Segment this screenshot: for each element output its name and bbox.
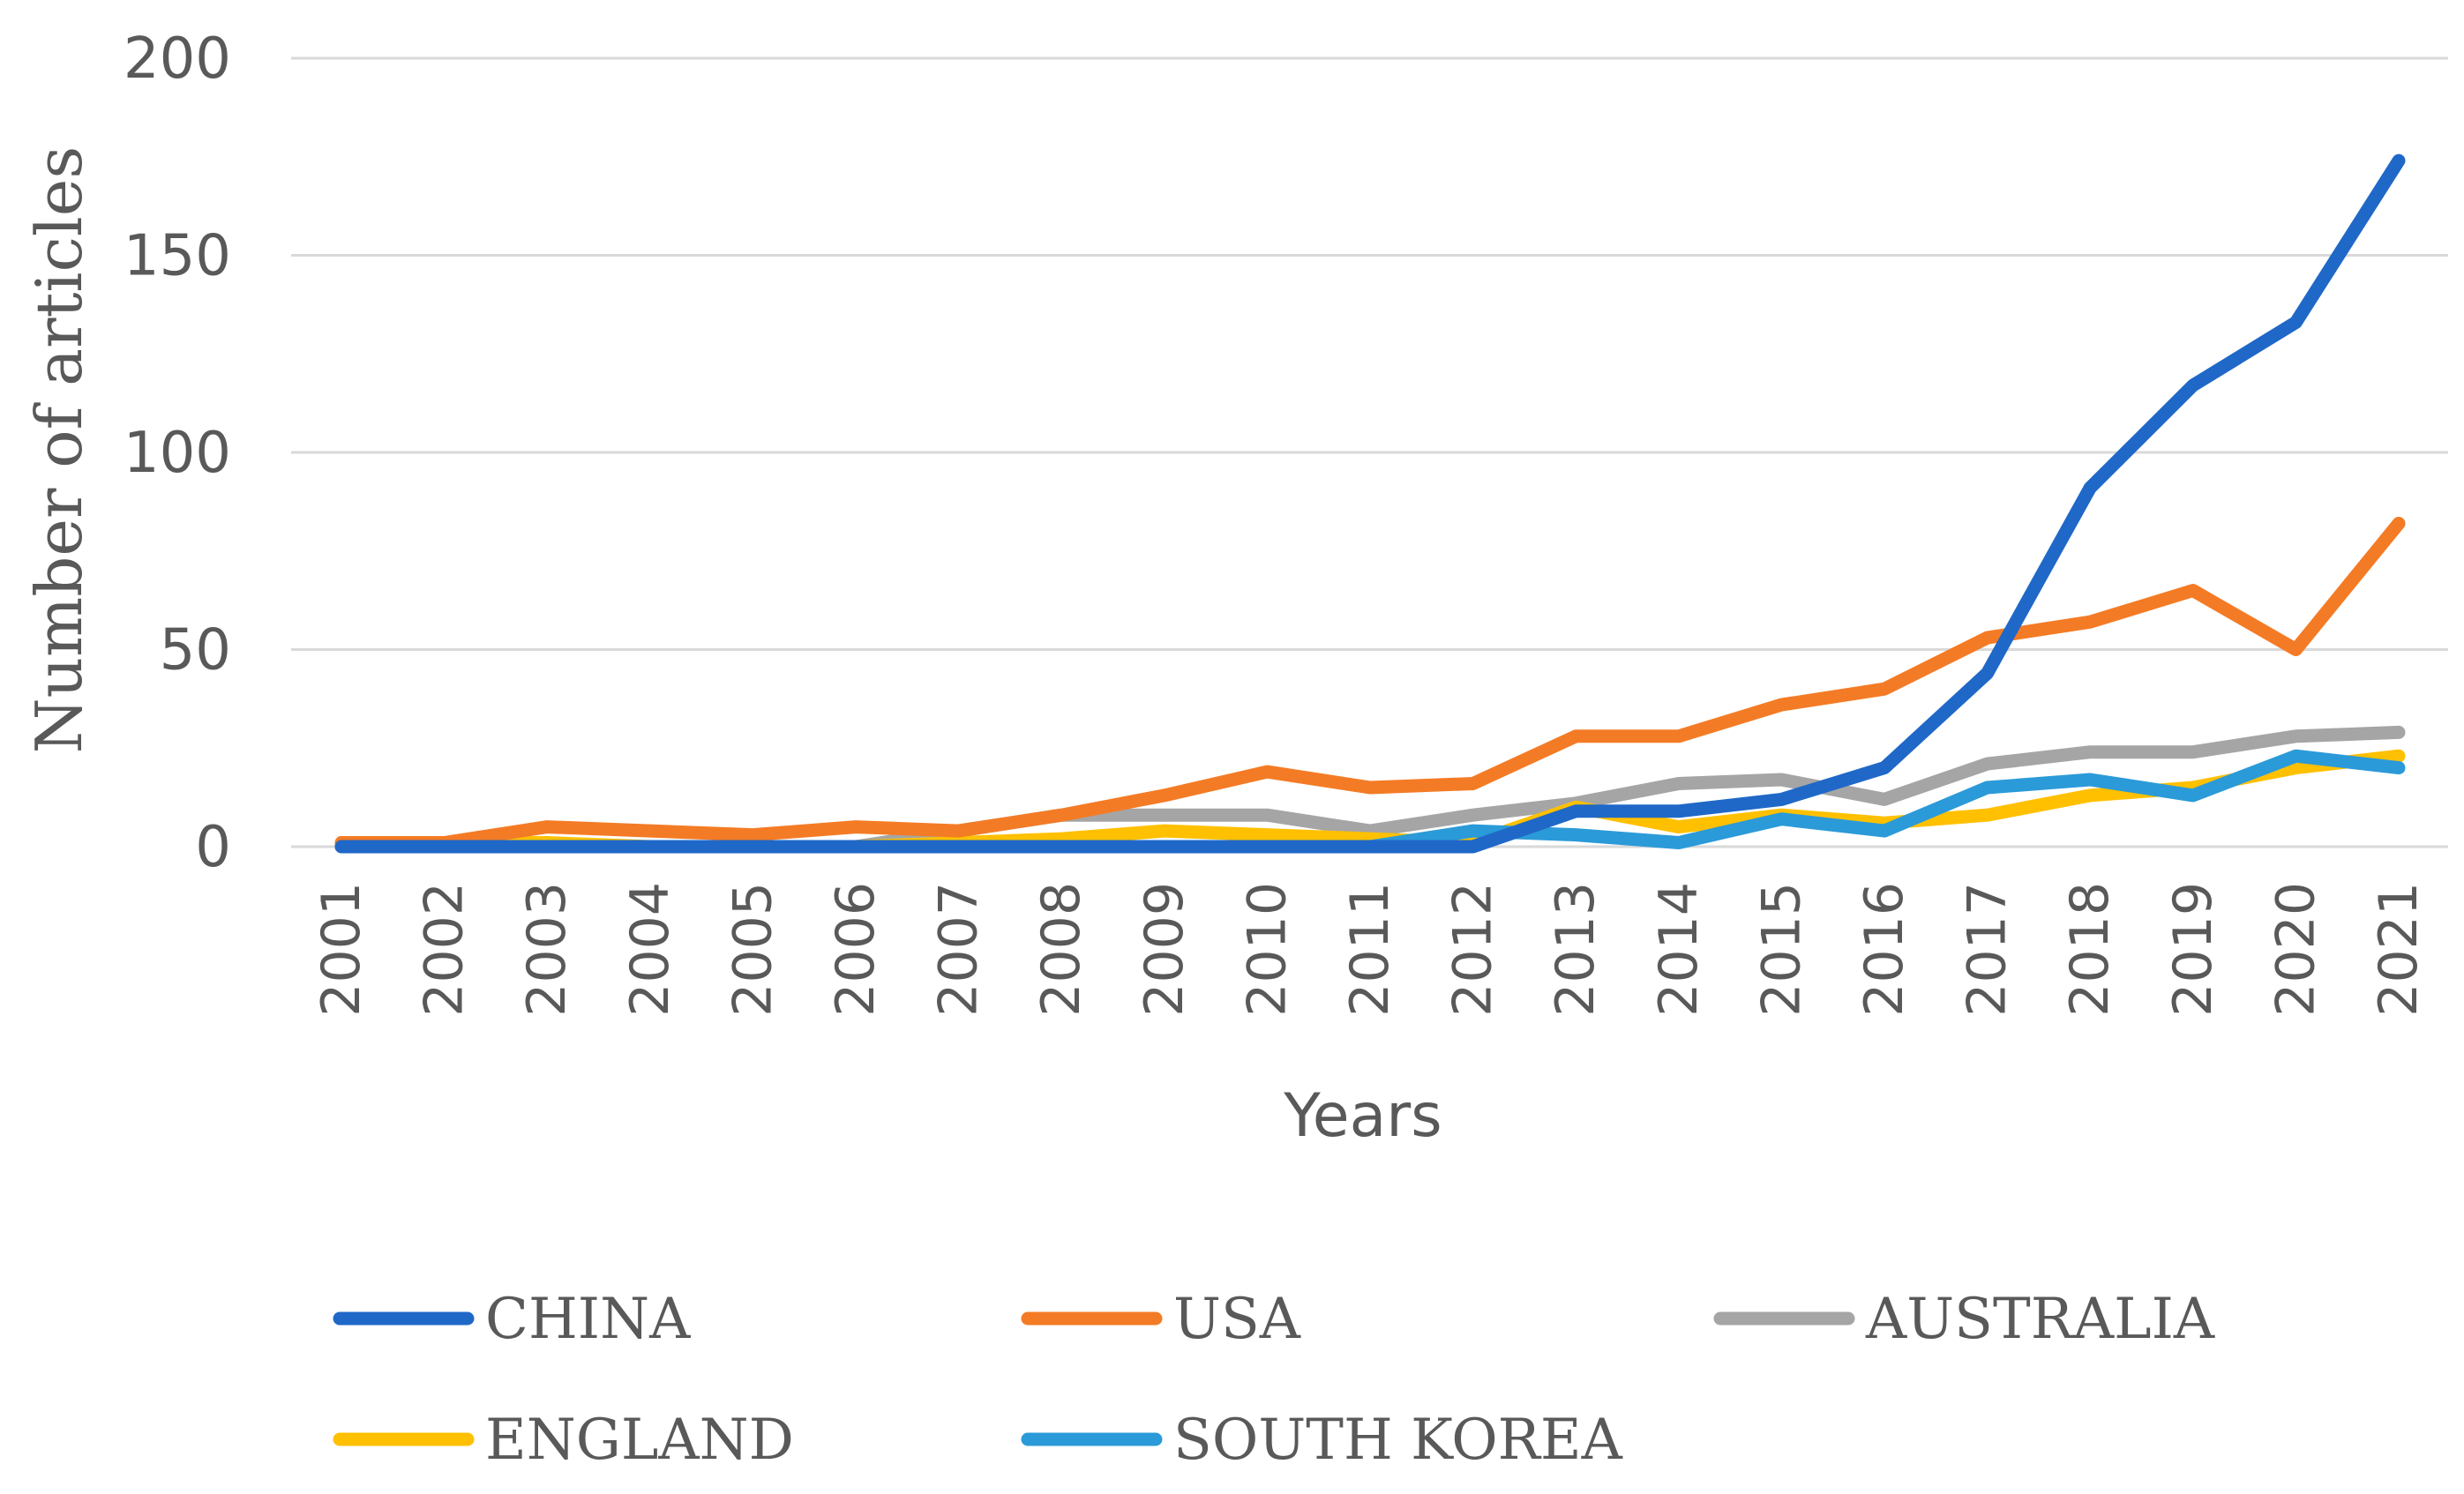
x-tick-label: 2002 (414, 882, 476, 1017)
legend-item-usa: USA (1021, 1287, 1301, 1352)
x-tick-label: 2001 (311, 882, 372, 1017)
legend-label: SOUTH KOREA (1173, 1408, 1623, 1473)
legend-item-south-korea: SOUTH KOREA (1021, 1408, 1623, 1473)
legend-label: USA (1173, 1287, 1301, 1352)
legend-item-england: ENGLAND (333, 1408, 794, 1473)
series-line-china (334, 153, 2406, 854)
y-tick-label: 150 (124, 224, 231, 289)
x-tick-label: 2007 (928, 882, 990, 1017)
series-line-usa (334, 517, 2406, 849)
x-tick-label: 2009 (1134, 882, 1195, 1017)
x-tick-label: 2008 (1030, 882, 1092, 1017)
gridlines (291, 56, 2448, 848)
y-tick-label: 0 (195, 815, 231, 880)
x-tick-label: 2005 (722, 882, 783, 1017)
legend-item-australia: AUSTRALIA (1713, 1287, 2215, 1352)
y-tick-label: 50 (160, 618, 231, 684)
legend-label: AUSTRALIA (1865, 1287, 2215, 1352)
x-tick-label: 2014 (1648, 882, 1710, 1017)
x-tick-label: 2011 (1339, 882, 1401, 1017)
x-axis-title: Years (1283, 1081, 1442, 1151)
x-axis-ticks: 2001 2002 2003 2004 2005 2006 2007 2008 2009 2010… (311, 882, 2430, 1017)
x-tick-label: 2004 (619, 882, 681, 1017)
x-tick-label: 2010 (1236, 882, 1298, 1017)
y-tick-label: 100 (124, 421, 231, 486)
x-tick-label: 2016 (1854, 882, 1915, 1017)
x-tick-label: 2021 (2368, 882, 2430, 1017)
x-tick-label: 2015 (1750, 882, 1812, 1017)
x-tick-label: 2006 (825, 882, 887, 1017)
legend-label: CHINA (485, 1287, 691, 1352)
series-lines (334, 153, 2406, 854)
y-axis-title: Number of articles (22, 146, 96, 754)
x-tick-label: 2018 (2059, 882, 2121, 1017)
x-tick-label: 2020 (2265, 882, 2326, 1017)
x-tick-label: 2019 (2162, 882, 2224, 1017)
x-tick-label: 2013 (1545, 882, 1606, 1017)
x-tick-label: 2017 (1957, 882, 2018, 1017)
x-tick-label: 2012 (1442, 882, 1504, 1017)
x-tick-label: 2003 (516, 882, 578, 1017)
legend: CHINA USA AUSTRALIA ENGLAND SOUTH KOREA (333, 1287, 2215, 1473)
legend-label: ENGLAND (485, 1408, 794, 1473)
legend-item-china: CHINA (333, 1287, 691, 1352)
y-axis-ticks: 0 50 100 150 200 (124, 26, 231, 880)
y-tick-label: 200 (124, 26, 231, 92)
